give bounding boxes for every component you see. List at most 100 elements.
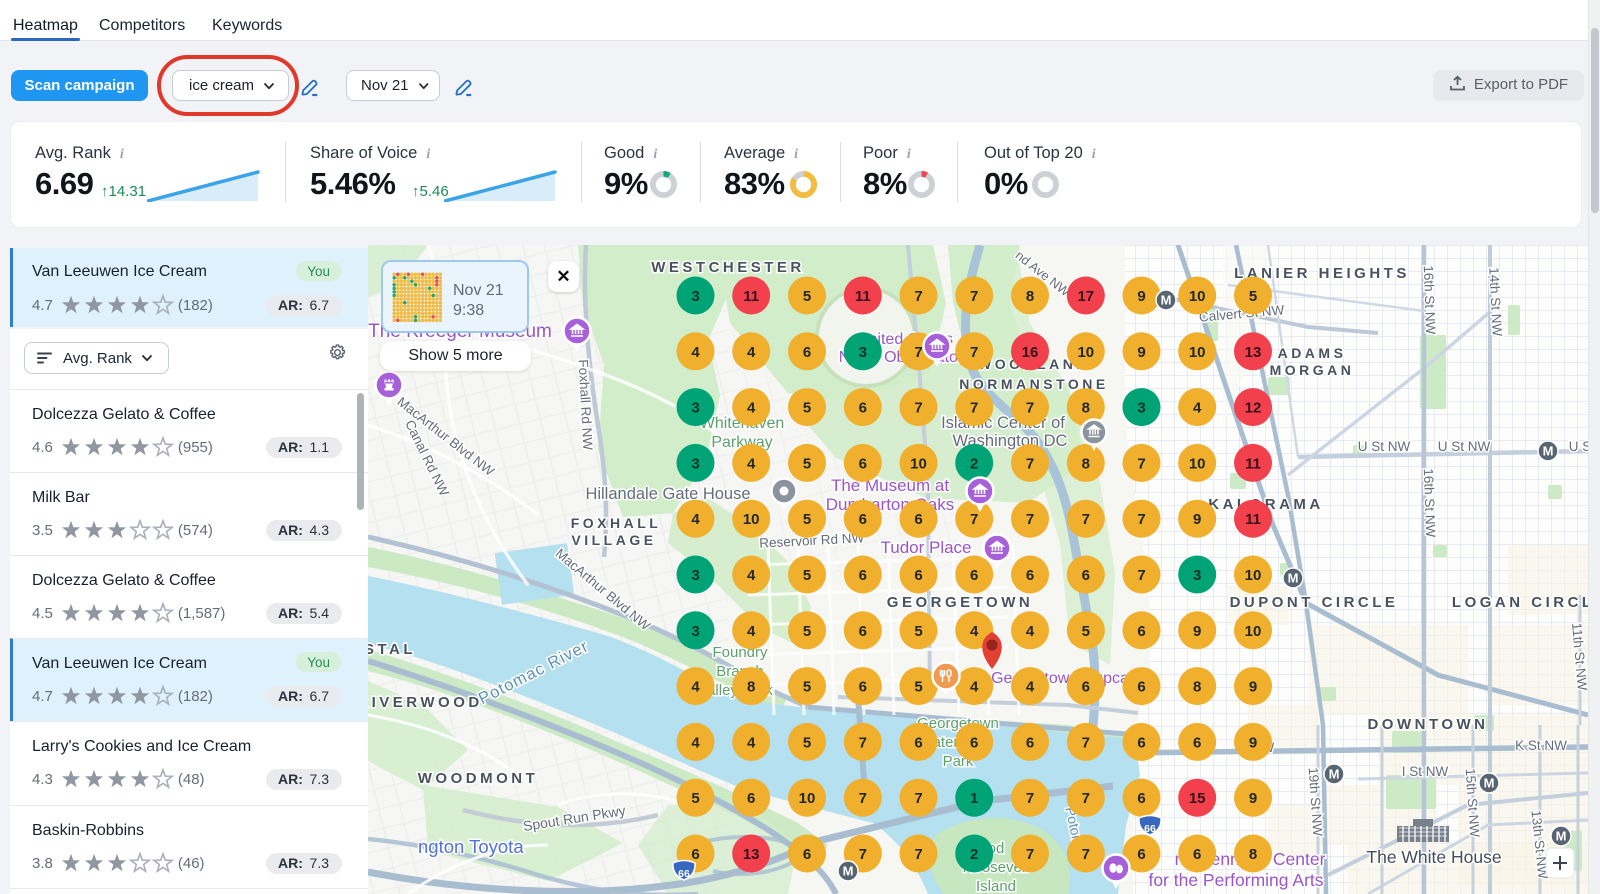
svg-text:Foxhall Rd NW: Foxhall Rd NW — [576, 359, 596, 451]
svg-text:11: 11 — [743, 288, 759, 305]
svg-text:ngton Toyota: ngton Toyota — [418, 836, 524, 857]
svg-text:4: 4 — [747, 455, 756, 472]
svg-text:6: 6 — [970, 567, 978, 584]
svg-text:13: 13 — [1245, 344, 1262, 361]
svg-text:M: M — [1329, 767, 1340, 782]
svg-text:4: 4 — [1026, 679, 1035, 696]
svg-text:Tudor Place: Tudor Place — [880, 538, 971, 557]
svg-text:8: 8 — [1249, 846, 1257, 863]
svg-text:6: 6 — [914, 734, 922, 751]
svg-text:4: 4 — [970, 679, 979, 696]
svg-text:1: 1 — [970, 790, 978, 807]
svg-text:3: 3 — [691, 400, 699, 417]
svg-text:LOGAN CIRCLE: LOGAN CIRCLE — [1452, 594, 1588, 611]
svg-text:10: 10 — [1077, 344, 1094, 361]
svg-text:7: 7 — [914, 288, 922, 305]
svg-text:16: 16 — [1022, 344, 1039, 361]
svg-text:4: 4 — [747, 623, 756, 640]
svg-text:for the Performing Arts: for the Performing Arts — [1148, 870, 1323, 890]
svg-text:16th St NW: 16th St NW — [1421, 265, 1438, 335]
svg-text:6: 6 — [1137, 846, 1145, 863]
svg-text:Island: Island — [976, 878, 1016, 894]
svg-text:4: 4 — [970, 623, 979, 640]
svg-text:10: 10 — [1189, 344, 1206, 361]
svg-text:7: 7 — [859, 734, 867, 751]
svg-text:9: 9 — [1193, 511, 1201, 528]
svg-text:7: 7 — [970, 400, 978, 417]
svg-text:6: 6 — [859, 679, 867, 696]
svg-text:6: 6 — [1026, 567, 1034, 584]
svg-text:4: 4 — [691, 734, 700, 751]
svg-text:2: 2 — [970, 455, 978, 472]
svg-text:5: 5 — [803, 455, 811, 472]
svg-text:6: 6 — [1137, 623, 1145, 640]
svg-text:4: 4 — [747, 344, 756, 361]
svg-text:4: 4 — [747, 400, 756, 417]
svg-text:7: 7 — [1026, 455, 1034, 472]
svg-text:6: 6 — [859, 455, 867, 472]
svg-text:15th St NW: 15th St NW — [1463, 768, 1483, 838]
svg-text:6: 6 — [803, 846, 811, 863]
svg-text:7: 7 — [1137, 511, 1145, 528]
svg-text:6: 6 — [1193, 734, 1201, 751]
svg-text:6: 6 — [859, 511, 867, 528]
svg-text:13: 13 — [743, 846, 760, 863]
svg-text:66: 66 — [1144, 823, 1156, 835]
svg-text:4: 4 — [747, 567, 756, 584]
svg-text:3: 3 — [1193, 567, 1201, 584]
svg-text:15: 15 — [1189, 790, 1206, 807]
svg-text:The Museum at: The Museum at — [831, 476, 949, 495]
svg-text:2: 2 — [970, 846, 978, 863]
svg-text:8: 8 — [1082, 400, 1090, 417]
svg-text:M: M — [1543, 444, 1554, 459]
svg-text:6: 6 — [914, 567, 922, 584]
svg-text:M: M — [1484, 776, 1495, 791]
svg-text:10: 10 — [1245, 623, 1262, 640]
svg-text:7: 7 — [1137, 567, 1145, 584]
svg-text:Reservoir Rd NW: Reservoir Rd NW — [759, 530, 865, 550]
svg-text:U St NW: U St NW — [1438, 439, 1491, 454]
svg-text:6: 6 — [1137, 790, 1145, 807]
svg-text:GEORGETOWN: GEORGETOWN — [887, 594, 1033, 611]
svg-text:10: 10 — [910, 455, 927, 472]
svg-text:5: 5 — [803, 734, 811, 751]
svg-text:7: 7 — [859, 846, 867, 863]
svg-text:3: 3 — [859, 344, 867, 361]
svg-text:7: 7 — [859, 790, 867, 807]
svg-text:9: 9 — [1137, 288, 1145, 305]
svg-text:7: 7 — [914, 400, 922, 417]
svg-text:10: 10 — [1245, 567, 1262, 584]
svg-text:7: 7 — [970, 511, 978, 528]
svg-text:3: 3 — [1137, 400, 1145, 417]
svg-text:16th St NW: 16th St NW — [1421, 468, 1438, 538]
svg-text:3: 3 — [691, 567, 699, 584]
svg-text:K St NW: K St NW — [1515, 738, 1567, 753]
svg-text:5: 5 — [1082, 623, 1090, 640]
svg-text:7: 7 — [970, 344, 978, 361]
svg-text:7: 7 — [1026, 511, 1034, 528]
svg-text:6: 6 — [1137, 679, 1145, 696]
svg-text:7: 7 — [914, 846, 922, 863]
svg-text:ADAMS: ADAMS — [1278, 345, 1347, 361]
svg-text:4: 4 — [691, 679, 700, 696]
svg-text:WESTCHESTER: WESTCHESTER — [651, 259, 805, 276]
svg-text:6: 6 — [859, 400, 867, 417]
svg-text:M: M — [1288, 571, 1299, 586]
svg-text:4: 4 — [691, 344, 700, 361]
svg-text:7: 7 — [914, 790, 922, 807]
svg-text:6: 6 — [859, 567, 867, 584]
svg-text:5: 5 — [803, 288, 811, 305]
svg-text:5: 5 — [1249, 288, 1257, 305]
svg-text:7: 7 — [1082, 790, 1090, 807]
svg-text:5: 5 — [691, 790, 699, 807]
svg-text:10: 10 — [1189, 288, 1206, 305]
svg-text:9: 9 — [1193, 623, 1201, 640]
svg-text:6: 6 — [859, 623, 867, 640]
svg-text:NORMANSTONE: NORMANSTONE — [959, 376, 1108, 392]
svg-text:6: 6 — [803, 344, 811, 361]
svg-text:5: 5 — [803, 400, 811, 417]
svg-text:3: 3 — [691, 623, 699, 640]
svg-text:8: 8 — [1026, 288, 1034, 305]
svg-text:7: 7 — [1026, 846, 1034, 863]
svg-text:4: 4 — [747, 734, 756, 751]
